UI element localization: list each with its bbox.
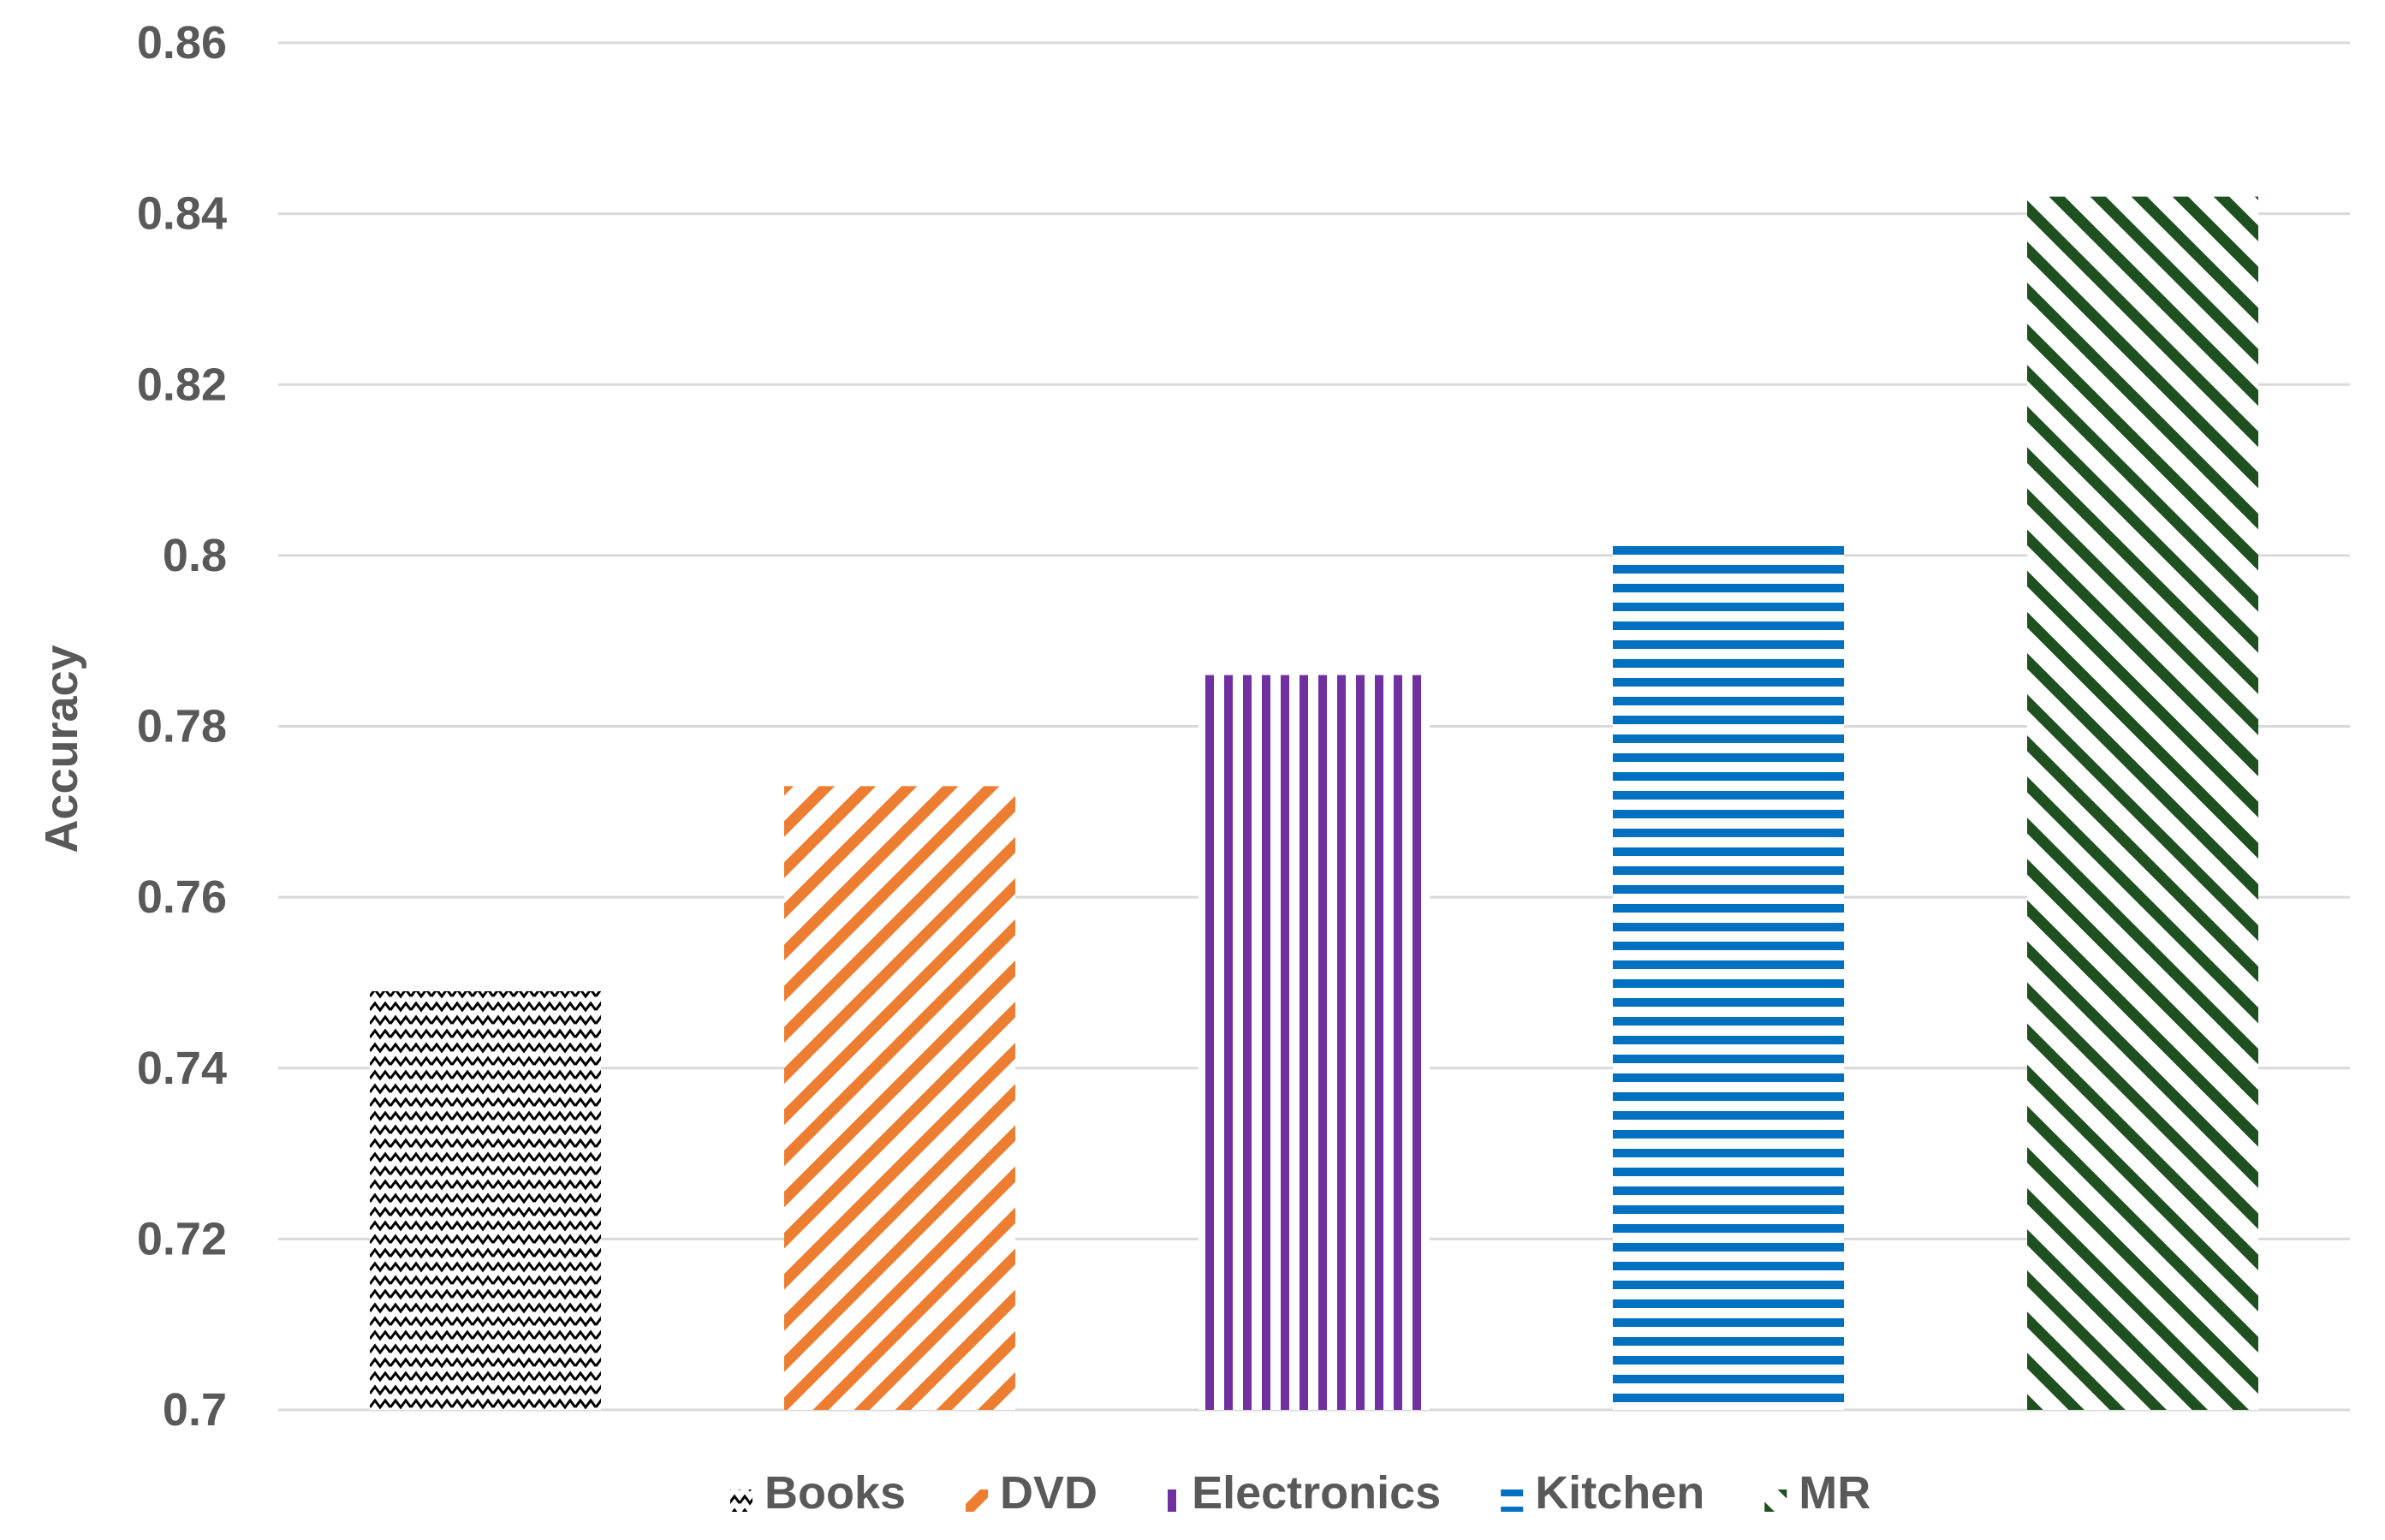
legend-item-electronics: Electronics	[1157, 1467, 1441, 1519]
y-tick-label: 0.86	[137, 17, 227, 68]
legend-swatch	[1764, 1489, 1787, 1512]
y-axis-title: Accuracy	[36, 645, 87, 853]
bars	[370, 196, 2258, 1411]
legend-label: MR	[1799, 1467, 1871, 1519]
legend-label: Books	[764, 1467, 906, 1519]
legend-swatch	[966, 1489, 989, 1512]
legend-item-books: Books	[730, 1467, 906, 1519]
bar-electronics	[1198, 675, 1430, 1410]
bar-dvd	[784, 786, 1015, 1410]
y-tick-label: 0.76	[137, 871, 227, 923]
y-tick-label: 0.74	[137, 1043, 227, 1094]
legend-label: Electronics	[1192, 1467, 1441, 1519]
y-tick-label: 0.84	[137, 188, 227, 240]
legend-label: DVD	[1000, 1467, 1097, 1519]
y-axis-ticks: 0.7 0.72 0.74 0.76 0.78 0.8 0.82 0.84 0.86	[137, 17, 227, 1436]
y-tick-label: 0.72	[137, 1213, 227, 1264]
y-tick-label: 0.78	[137, 701, 227, 752]
legend-swatch	[730, 1489, 752, 1512]
legend-label: Kitchen	[1535, 1467, 1704, 1519]
legend-item-kitchen: Kitchen	[1501, 1467, 1704, 1519]
legend-swatch	[1501, 1489, 1524, 1512]
legend-swatch	[1157, 1489, 1181, 1512]
y-tick-label: 0.82	[137, 359, 227, 410]
bar-mr	[2027, 196, 2258, 1411]
legend-item-dvd: DVD	[966, 1467, 1097, 1519]
y-tick-label: 0.7	[163, 1384, 227, 1436]
legend: Books DVD Electronics Kitchen MR	[730, 1467, 1871, 1519]
bar-books	[370, 990, 601, 1410]
y-tick-label: 0.8	[163, 530, 227, 581]
legend-item-mr: MR	[1764, 1467, 1871, 1519]
bar-kitchen	[1613, 538, 1844, 1410]
